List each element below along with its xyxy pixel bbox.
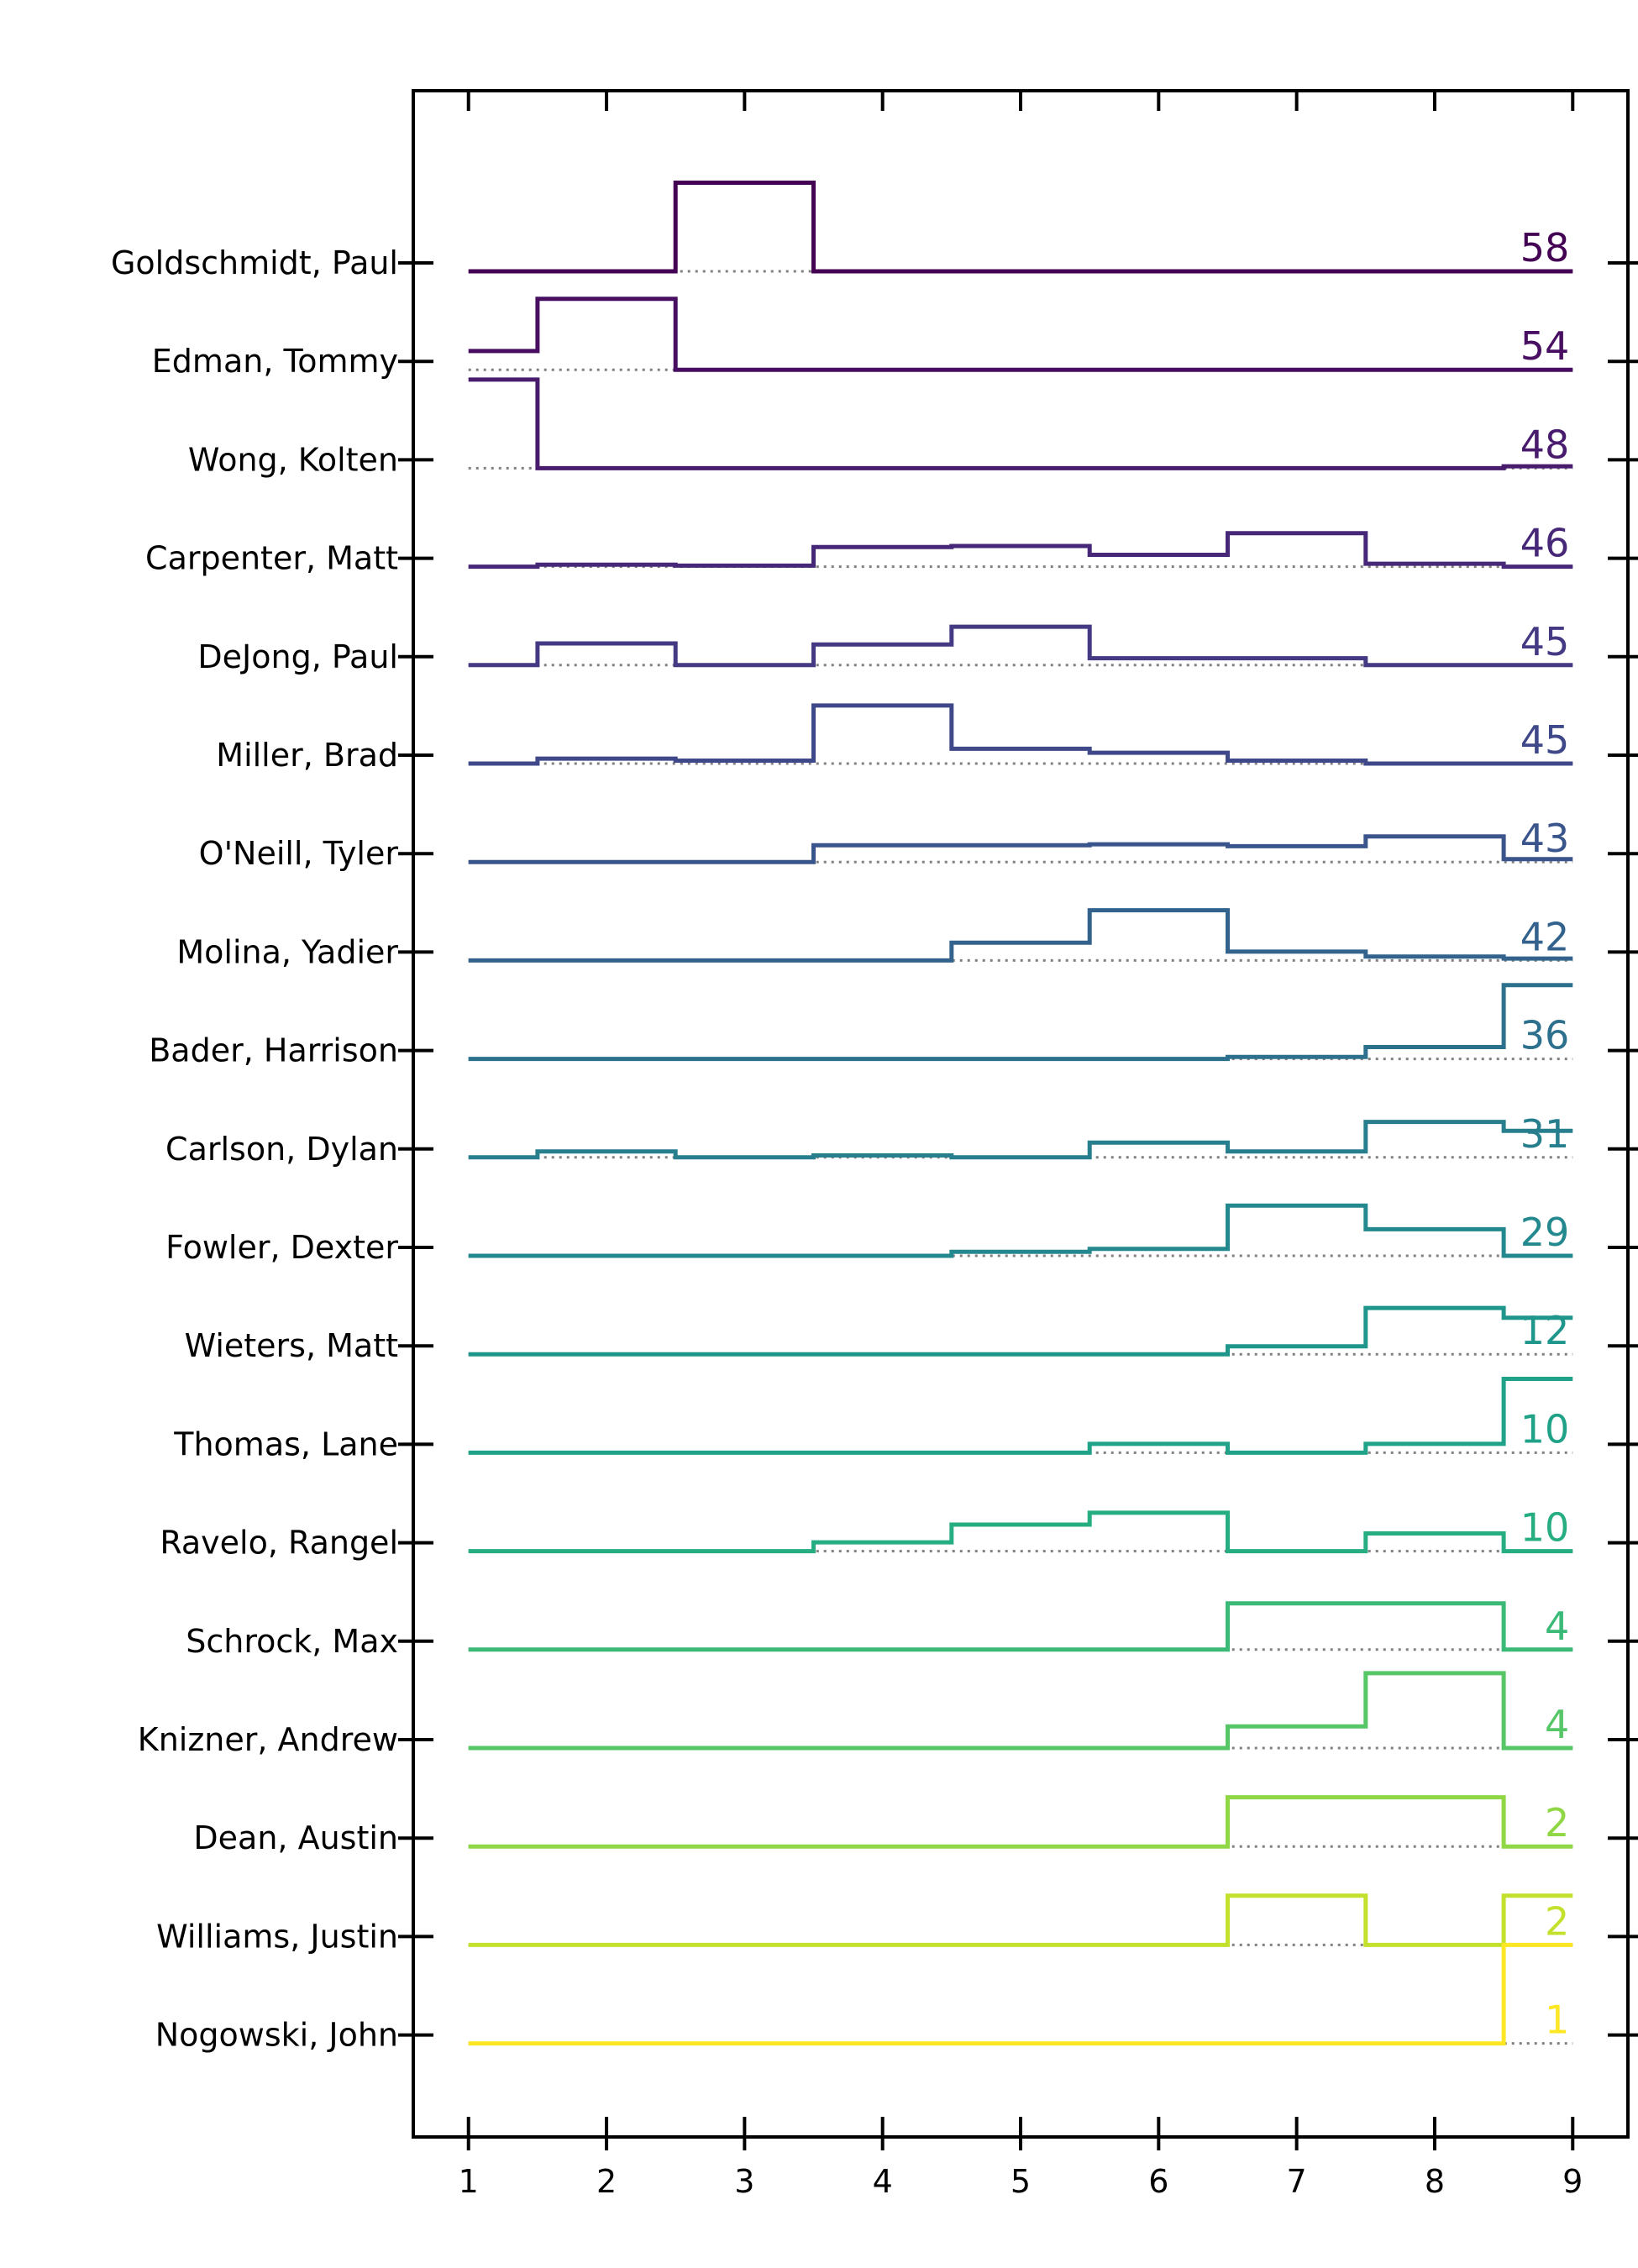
- x-tick-label: 5: [1011, 2163, 1031, 2200]
- y-tick-label: Wieters, Matt: [185, 1327, 398, 1364]
- series-end-label: 2: [1545, 1800, 1569, 1845]
- series-end-label: 43: [1520, 816, 1570, 861]
- series-step-line: [468, 297, 1573, 372]
- series-step-line: [468, 377, 1573, 470]
- series-step-line: [468, 181, 1573, 274]
- y-tick-label: Schrock, Max: [186, 1623, 398, 1660]
- series-end-label: 10: [1520, 1406, 1570, 1452]
- series-end-label: 54: [1520, 323, 1570, 369]
- series-step-line: [468, 1305, 1573, 1357]
- y-tick-label-group: Goldschmidt, Paul Edman, Tommy Wong, Kolte…: [111, 244, 398, 2054]
- y-tick-label: Goldschmidt, Paul: [111, 244, 398, 281]
- tick-group: [398, 91, 1638, 2150]
- x-tick-label: 1: [459, 2163, 479, 2200]
- series-end-label: 58: [1520, 225, 1570, 270]
- series-step-line: [468, 1377, 1573, 1455]
- y-tick-label: Nogowski, John: [155, 2017, 398, 2054]
- x-tick-label: 7: [1287, 2163, 1307, 2200]
- series-step-line: [468, 834, 1573, 864]
- y-tick-label: DeJong, Paul: [197, 638, 398, 675]
- y-tick-label: Fowler, Dexter: [165, 1229, 398, 1266]
- y-tick-label: O'Neill, Tyler: [199, 835, 399, 872]
- series-step-line: [468, 1671, 1573, 1751]
- series-end-label: 10: [1520, 1505, 1570, 1551]
- series-step-line: [468, 1942, 1573, 2046]
- y-tick-label: Carlson, Dylan: [165, 1131, 398, 1168]
- y-tick-label: Miller, Brad: [216, 737, 398, 774]
- x-tick-label: 6: [1148, 2163, 1168, 2200]
- series-step-line: [468, 1120, 1573, 1160]
- y-tick-label: Bader, Harrison: [149, 1032, 398, 1069]
- series-step-line: [468, 908, 1573, 963]
- x-tick-label: 9: [1562, 2163, 1583, 2200]
- y-tick-label: Thomas, Lane: [173, 1425, 398, 1462]
- series-end-label: 46: [1520, 521, 1570, 566]
- y-tick-label: Carpenter, Matt: [145, 540, 398, 577]
- series-group: [468, 181, 1573, 2046]
- series-step-line: [468, 1203, 1573, 1258]
- series-end-label: 48: [1520, 422, 1570, 467]
- x-tick-label: 8: [1425, 2163, 1445, 2200]
- series-end-label: 1: [1545, 1998, 1569, 2043]
- x-tick-label: 2: [596, 2163, 617, 2200]
- series-end-label: 45: [1520, 717, 1570, 763]
- series-step-line: [468, 531, 1573, 570]
- y-tick-label: Molina, Yadier: [176, 933, 398, 970]
- series-end-label: 12: [1520, 1308, 1570, 1353]
- y-tick-label: Knizner, Andrew: [138, 1721, 398, 1758]
- y-tick-label: Edman, Tommy: [152, 343, 398, 380]
- y-tick-label: Williams, Justin: [156, 1918, 398, 1955]
- y-tick-label: Dean, Austin: [193, 1819, 398, 1856]
- series-end-label: 42: [1520, 914, 1570, 959]
- y-tick-label: Ravelo, Rangel: [160, 1525, 398, 1562]
- series-step-line: [468, 983, 1573, 1062]
- series-step-line: [468, 624, 1573, 668]
- series-step-line: [468, 1795, 1573, 1849]
- x-tick-label-group: 1 2 3 4 5 6 7 8 9: [459, 2163, 1583, 2200]
- series-end-label: 31: [1520, 1111, 1570, 1157]
- series-step-line: [468, 703, 1573, 766]
- y-tick-label: Wong, Kolten: [188, 441, 398, 478]
- series-end-label: 36: [1520, 1013, 1570, 1058]
- series-step-line: [468, 1510, 1573, 1554]
- series-end-label: 2: [1545, 1898, 1569, 1944]
- series-end-label: 45: [1520, 619, 1570, 664]
- series-step-line: [468, 1601, 1573, 1652]
- series-end-label: 4: [1545, 1702, 1569, 1747]
- x-tick-label: 3: [734, 2163, 754, 2200]
- x-tick-label: 4: [873, 2163, 893, 2200]
- series-end-label: 29: [1520, 1210, 1570, 1255]
- series-end-label: 4: [1545, 1604, 1569, 1649]
